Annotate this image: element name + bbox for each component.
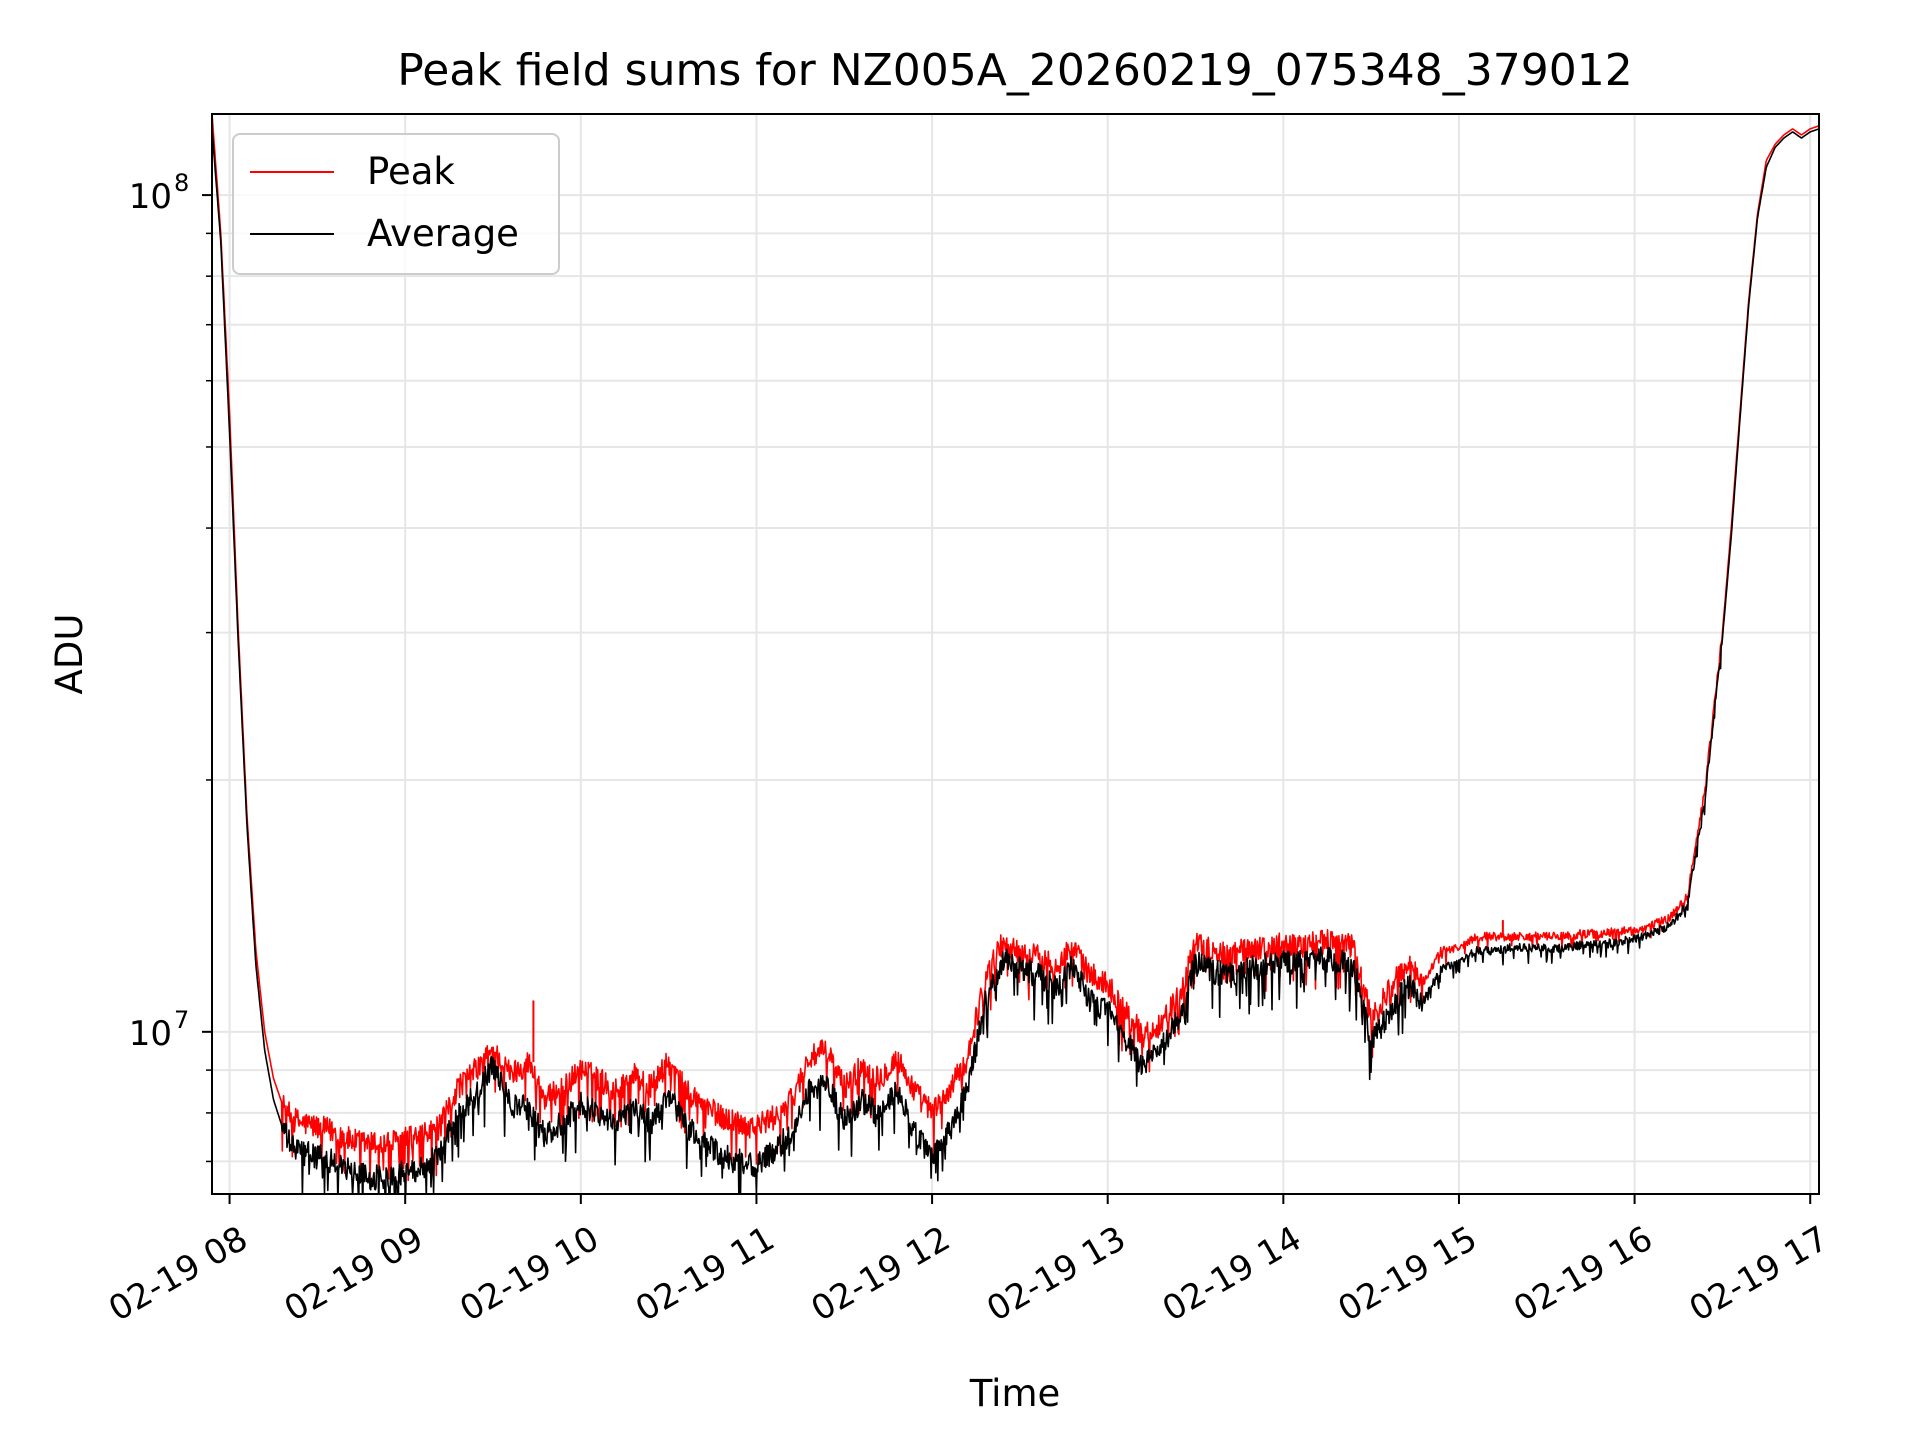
x-axis-label: Time [969, 1372, 1061, 1415]
y-tick-label: 10 7 [129, 1006, 190, 1054]
y-axis-label: ADU [48, 614, 91, 695]
y-tick-exponent: 8 [174, 169, 189, 197]
y-tick-base: 10 [129, 177, 172, 217]
legend: Peak Average [232, 133, 560, 275]
y-tick-exponent: 7 [174, 1006, 189, 1034]
legend-box [232, 133, 560, 275]
series-line-average [212, 128, 1819, 1194]
grid [212, 114, 1819, 1194]
y-tick-base: 10 [129, 1014, 172, 1054]
series-line-peak [212, 114, 1819, 1183]
plot-frame [211, 113, 1820, 1195]
plot-area [212, 114, 1819, 1194]
y-tick-label: 10 8 [129, 169, 190, 217]
legend-average-label: Average [367, 212, 519, 255]
legend-peak-label: Peak [367, 150, 455, 193]
chart-title: Peak field sums for NZ005A_20260219_0753… [397, 45, 1632, 96]
series-layer [212, 114, 1819, 1194]
